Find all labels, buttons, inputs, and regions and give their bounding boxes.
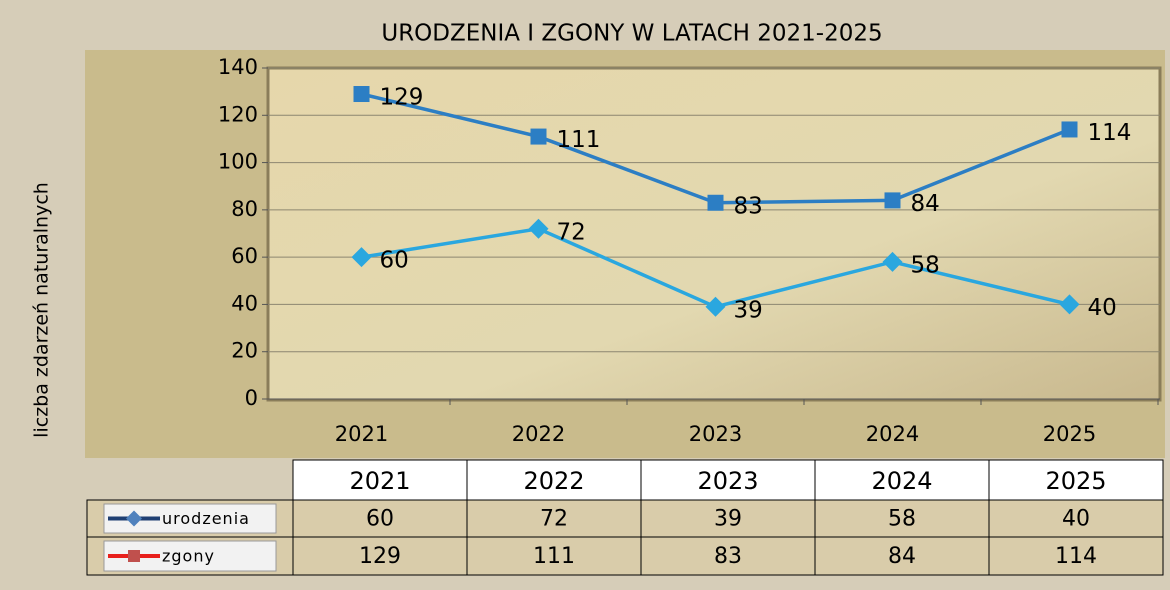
table-cell: [292, 499, 468, 538]
x-tick-label: 2023: [689, 422, 742, 446]
table-header: 2025: [1045, 467, 1106, 495]
chart-title: URODZENIA I ZGONY W LATACH 2021-2025: [381, 21, 882, 47]
data-label: 60: [380, 248, 409, 274]
data-label: 58: [911, 252, 940, 278]
table-cell: [292, 536, 468, 576]
data-point: [884, 192, 901, 209]
table-value: 40: [1062, 507, 1090, 532]
table-cell: [814, 499, 990, 538]
table-cell: [466, 536, 642, 576]
table-value: 114: [1055, 544, 1097, 569]
data-point: [351, 247, 372, 268]
data-label: 129: [380, 85, 424, 111]
table-value: 60: [366, 507, 394, 532]
y-tick-label: 120: [218, 102, 258, 126]
table-cell: [988, 499, 1164, 538]
y-tick-label: 80: [231, 197, 258, 221]
table-value: 58: [888, 507, 916, 532]
data-label: 114: [1088, 120, 1132, 146]
x-tick-label: 2025: [1043, 422, 1096, 446]
table-header: 2024: [871, 467, 932, 495]
y-tick-label: 140: [218, 55, 258, 79]
data-point: [528, 218, 549, 239]
table-value: 111: [533, 544, 575, 569]
table-value: 39: [714, 507, 742, 532]
table-cell: [988, 536, 1164, 576]
table-value: 72: [540, 507, 568, 532]
table-value: 84: [888, 544, 916, 569]
table-value: 83: [714, 544, 742, 569]
legend-label: zgony: [162, 547, 215, 566]
y-tick-label: 100: [218, 150, 258, 174]
data-label: 40: [1088, 295, 1117, 321]
table-header: 2021: [349, 467, 410, 495]
plot-area: [266, 66, 1162, 402]
y-tick-label: 0: [245, 386, 258, 410]
data-point: [530, 128, 547, 145]
x-tick-label: 2022: [512, 422, 565, 446]
table-header: 2023: [697, 467, 758, 495]
x-tick-label: 2021: [335, 422, 388, 446]
table-header: 2022: [523, 467, 584, 495]
data-label: 72: [557, 219, 586, 245]
table-value: 129: [359, 544, 401, 569]
y-axis-label: liczba zdarzeń naturalnych: [31, 182, 53, 438]
data-label: 84: [911, 191, 940, 217]
table-cell: [640, 459, 816, 501]
x-tick-label: 2024: [866, 422, 919, 446]
data-point: [705, 296, 726, 317]
y-tick-label: 60: [231, 244, 258, 268]
data-label: 83: [734, 193, 763, 219]
table-cell: [814, 459, 990, 501]
legend-key-marker: [126, 510, 142, 527]
y-tick-label: 40: [231, 291, 258, 315]
data-label: 39: [734, 297, 763, 323]
data-label: 111: [557, 127, 601, 153]
y-tick-label: 20: [231, 339, 258, 363]
data-point: [882, 251, 903, 272]
data-point: [1059, 294, 1080, 315]
legend-key-marker: [128, 550, 140, 562]
data-point: [1061, 121, 1078, 138]
table-cell: [640, 499, 816, 538]
data-point: [707, 194, 724, 211]
legend-label: urodzenia: [162, 509, 250, 528]
data-point: [353, 86, 370, 103]
